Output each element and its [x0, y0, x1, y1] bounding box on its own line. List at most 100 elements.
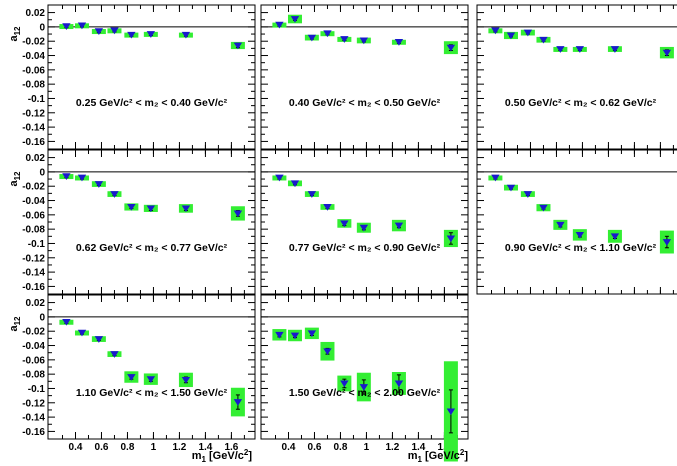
x-tick-label: 0.6 [95, 442, 109, 453]
panel-label: 0.40 GeV/c² < m₂ < 0.50 GeV/c² [289, 97, 441, 109]
y-tick-label: -0.12 [22, 398, 45, 409]
y-tick-label: -0.1 [28, 239, 46, 250]
x-tick-label: 1 [151, 442, 157, 453]
data-point [290, 332, 300, 340]
data-point [127, 374, 136, 381]
data-point [340, 380, 349, 388]
data-point [506, 184, 516, 192]
x-tick-label: 1.4 [198, 442, 212, 453]
data-point [233, 399, 243, 406]
y-tick-label: -0.02 [22, 182, 45, 193]
data-point [290, 180, 300, 188]
data-point [307, 191, 317, 198]
y-tick-label: 0 [39, 22, 45, 33]
panels-layer: 0.02 0 -0.02 -0.04 -0.06 -0.08 -0.1 -0.12 -0.14 -… [22, 4, 677, 462]
data-point [446, 408, 456, 416]
x-tick-label: 1.2 [385, 442, 399, 453]
data-point [523, 29, 533, 37]
panel-3: 0.50 GeV/c² < m₂ < 0.62 GeV/c² [476, 4, 677, 150]
data-point [275, 174, 284, 182]
x-tick-label: 0.6 [308, 442, 322, 453]
data-point [610, 233, 620, 241]
data-point [94, 336, 104, 343]
data-point [275, 331, 284, 339]
data-point [233, 42, 243, 50]
data-point [575, 46, 585, 53]
data-point [491, 174, 500, 182]
data-point [307, 34, 317, 42]
x-tick-label: 1.4 [411, 442, 425, 453]
data-point [110, 191, 119, 198]
x-tick-label: 1 [364, 442, 370, 453]
data-point [323, 30, 332, 38]
data-point [127, 204, 136, 211]
data-point [523, 191, 533, 198]
data-point [62, 23, 71, 30]
data-point [77, 22, 87, 30]
panel-label: 0.77 GeV/c² < m₂ < 0.90 GeV/c² [289, 242, 441, 254]
data-point [556, 46, 565, 53]
y-tick-label: -0.1 [28, 94, 46, 105]
y-tick-label: -0.06 [22, 355, 45, 366]
y-tick-label: -0.06 [22, 210, 45, 221]
data-point [62, 318, 71, 326]
data-point [394, 380, 404, 388]
data-point [233, 210, 243, 218]
y-tick-label: -0.12 [22, 253, 45, 264]
data-point [181, 205, 191, 213]
data-point [77, 174, 87, 182]
data-point [662, 49, 672, 57]
panel-label: 1.10 GeV/c² < m₂ < 1.50 GeV/c² [76, 387, 228, 399]
panel-5: 0.77 GeV/c² < m₂ < 0.90 GeV/c² [260, 149, 469, 295]
panel-6: 0.90 GeV/c² < m₂ < 1.10 GeV/c² [476, 149, 677, 295]
data-point [181, 376, 191, 384]
x-tick-label: 0.8 [121, 442, 135, 453]
y-tick-label: 0 [39, 167, 45, 178]
y-axis-title-row1: a12 [8, 26, 22, 42]
data-point [359, 224, 369, 232]
data-point [146, 205, 156, 213]
data-point [181, 31, 191, 39]
axis-titles: a12 a12 a12 m1 [GeV/c2] m1 [GeV/c2] [8, 26, 468, 464]
data-point [446, 235, 456, 243]
data-point [539, 36, 548, 44]
panel-4: 0.02 0 -0.02 -0.04 -0.06 -0.08 -0.1 -0.12 -0.14 -… [22, 149, 256, 295]
y-tick-label: -0.16 [22, 427, 45, 438]
y-tick-label: 0.02 [26, 153, 46, 164]
y-tick-label: -0.02 [22, 37, 45, 48]
data-point [62, 173, 71, 180]
y-tick-label: -0.02 [22, 327, 45, 338]
data-point [575, 231, 585, 239]
y-tick-label: -0.04 [22, 196, 45, 207]
x-tick-label: 1.2 [172, 442, 186, 453]
data-point [359, 384, 369, 391]
data-point [110, 27, 119, 35]
y-tick-label: -0.08 [22, 225, 45, 236]
y-axis-title-row2: a12 [8, 171, 22, 187]
panel-7: 0.02 0 -0.02 -0.04 -0.06 -0.08 -0.1 -0.12 -0.14 -… [22, 294, 256, 453]
y-tick-label: -0.04 [22, 341, 45, 352]
panel-label: 1.50 GeV/c² < m₂ < 2.00 GeV/c² [289, 387, 441, 399]
data-point [307, 330, 317, 338]
y-axis-title-row3: a12 [8, 316, 22, 332]
y-tick-label: -0.1 [28, 384, 46, 395]
y-tick-label: -0.16 [22, 282, 45, 293]
y-tick-label: 0.02 [26, 8, 46, 19]
data-point [340, 36, 349, 43]
y-tick-label: -0.06 [22, 65, 45, 76]
y-tick-label: 0 [39, 312, 45, 323]
panel-8: 0.40.60.811.21.41.61.50 GeV/c² < m₂ < 2.… [260, 294, 469, 462]
data-point [77, 329, 87, 337]
data-point [610, 46, 620, 53]
data-point [323, 204, 332, 211]
panel-1: 0.02 0 -0.02 -0.04 -0.06 -0.08 -0.1 -0.12 -0.14 -… [22, 4, 256, 150]
data-point [359, 37, 369, 45]
data-point [340, 220, 349, 228]
x-tick-label: 0.4 [282, 442, 296, 453]
data-point [290, 16, 300, 23]
data-point [110, 351, 119, 358]
y-tick-label: -0.04 [22, 51, 45, 62]
data-point [394, 38, 404, 46]
data-point [323, 348, 332, 356]
